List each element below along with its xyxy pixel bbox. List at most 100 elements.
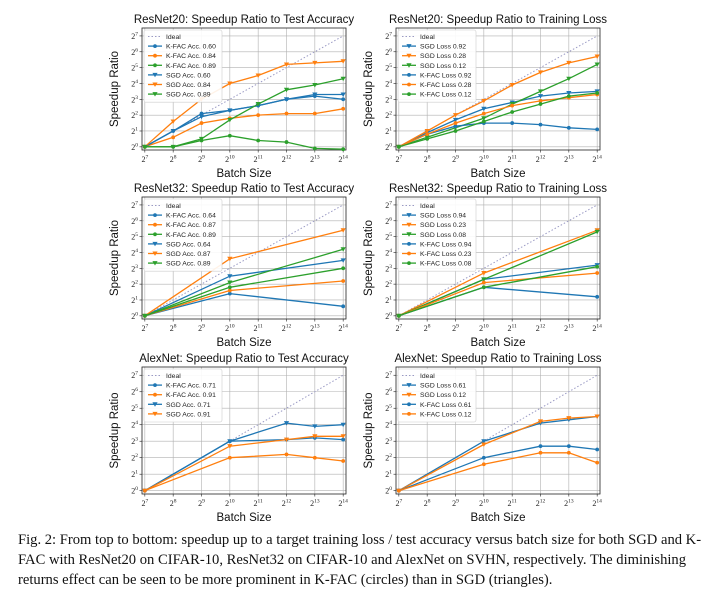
legend-marker xyxy=(407,242,411,246)
x-tick-label: 213 xyxy=(310,499,320,509)
data-point xyxy=(481,442,487,447)
data-point xyxy=(396,144,401,149)
data-point xyxy=(481,285,486,290)
data-point xyxy=(227,274,233,279)
legend-marker xyxy=(152,402,158,407)
legend-box xyxy=(143,29,223,103)
x-tick-label: 28 xyxy=(170,499,177,509)
series-line xyxy=(144,93,344,148)
x-axis-label: Batch Size xyxy=(217,337,272,349)
y-tick-label: 20 xyxy=(385,142,392,152)
legend-marker xyxy=(153,392,157,397)
data-point xyxy=(142,488,148,494)
legend-box xyxy=(397,368,477,423)
data-point xyxy=(312,455,317,460)
legend-entry: Ideal xyxy=(166,373,181,380)
legend-entry: K-FAC Acc. 0.84 xyxy=(166,53,216,60)
y-tick-label: 21 xyxy=(131,126,138,136)
legend-entry: SGD Acc. 0.91 xyxy=(166,411,211,418)
series-4 xyxy=(396,450,600,493)
y-tick-label: 23 xyxy=(131,437,138,447)
x-tick-label: 27 xyxy=(141,499,148,509)
x-axis-label: Batch Size xyxy=(217,512,272,524)
data-point xyxy=(595,91,600,95)
data-point xyxy=(283,437,290,442)
data-point xyxy=(341,459,346,463)
y-tick-label: 26 xyxy=(131,216,138,226)
series-6 xyxy=(396,264,600,318)
legend-marker xyxy=(406,63,412,68)
legend-entry: K-FAC Loss 0.23 xyxy=(420,251,472,258)
data-point xyxy=(312,424,318,429)
y-axis-label: Speedup Ratio xyxy=(363,220,375,296)
y-tick-label: 27 xyxy=(385,200,392,210)
data-point xyxy=(312,111,317,116)
legend-entry: K-FAC Loss 0.12 xyxy=(420,92,472,99)
data-point xyxy=(481,462,486,467)
series-6 xyxy=(396,91,600,149)
data-point xyxy=(341,266,346,271)
y-tick-label: 27 xyxy=(385,371,392,381)
x-tick-label: 29 xyxy=(198,155,205,165)
data-point xyxy=(396,488,401,493)
y-tick-label: 25 xyxy=(385,232,392,242)
data-point xyxy=(227,133,232,138)
x-tick-label: 214 xyxy=(592,324,602,334)
x-tick-label: 210 xyxy=(479,499,489,509)
axes-frame xyxy=(141,27,347,151)
chart-title: AlexNet: Speedup Ratio to Test Accuracy xyxy=(139,353,349,365)
data-point xyxy=(227,444,233,449)
x-tick-label: 29 xyxy=(452,324,459,334)
legend-entry: SGD Loss 0.23 xyxy=(420,222,466,229)
y-tick-label: 24 xyxy=(385,79,392,89)
legend-marker xyxy=(407,251,411,256)
y-tick-label: 27 xyxy=(131,371,138,381)
y-axis-label: Speedup Ratio xyxy=(363,392,375,468)
axes-frame xyxy=(395,366,601,495)
legend: Ideal SGD Loss 0.92 SGD Loss 0.28 SGD Loss … xyxy=(397,29,477,103)
legend-entry: SGD Loss 0.28 xyxy=(420,53,466,60)
data-point xyxy=(227,291,232,296)
y-tick-label: 23 xyxy=(131,264,138,274)
legend-entry: K-FAC Acc. 0.89 xyxy=(166,63,216,70)
y-tick-label: 21 xyxy=(385,295,392,305)
data-point xyxy=(537,94,544,99)
data-point xyxy=(538,122,543,127)
data-point xyxy=(566,416,572,421)
data-point xyxy=(227,285,232,290)
series-line xyxy=(144,108,344,148)
series-6 xyxy=(142,76,346,150)
y-tick-label: 25 xyxy=(385,63,392,73)
legend-entry: K-FAC Acc. 0.64 xyxy=(166,213,216,220)
data-point xyxy=(594,62,600,67)
y-tick-label: 24 xyxy=(131,248,138,257)
data-point xyxy=(341,279,346,283)
legend-entry: SGD Acc. 0.89 xyxy=(166,92,211,99)
y-tick-label: 21 xyxy=(131,295,138,305)
chart-title: AlexNet: Speedup Ratio to Training Loss xyxy=(394,353,601,365)
y-axis-label: Speedup Ratio xyxy=(109,220,121,296)
data-point xyxy=(142,313,148,319)
legend-marker xyxy=(153,63,157,68)
y-tick-label: 21 xyxy=(385,470,392,480)
x-tick-label: 211 xyxy=(508,499,518,509)
data-point xyxy=(341,304,346,309)
legend-entry: SGD Loss 0.61 xyxy=(420,383,466,390)
y-tick-label: 21 xyxy=(385,126,392,136)
series-line xyxy=(144,204,344,317)
data-point xyxy=(453,124,458,129)
data-point xyxy=(341,97,346,102)
legend-marker xyxy=(407,73,411,77)
legend-marker xyxy=(407,92,411,96)
series-line xyxy=(398,35,598,148)
data-point xyxy=(481,280,486,285)
x-tick-label: 29 xyxy=(198,324,205,334)
data-point xyxy=(481,98,487,104)
data-point xyxy=(341,106,346,111)
legend-box xyxy=(143,368,223,423)
x-tick-label: 211 xyxy=(254,499,264,509)
x-tick-label: 210 xyxy=(225,155,235,165)
data-point xyxy=(340,92,346,97)
data-point xyxy=(566,125,571,130)
x-tick-label: 212 xyxy=(282,324,292,334)
